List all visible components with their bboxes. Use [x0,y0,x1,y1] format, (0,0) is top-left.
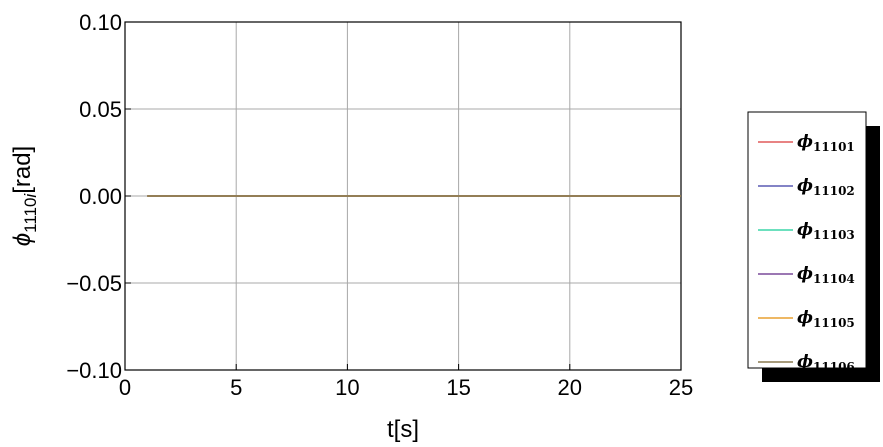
x-tick-label: 20 [558,375,582,400]
y-axis-title: ϕ1110i[rad] [9,146,40,246]
y-tick-label: −0.10 [66,358,122,383]
y-tick-label: 0.10 [79,10,122,35]
x-axis-title: t[s] [387,416,419,443]
legend-box [747,111,867,369]
x-tick-label: 15 [446,375,470,400]
y-tick-label: 0.00 [79,184,122,209]
legend-label-11102: ϕ11102 [797,176,855,198]
x-axis-ticks: 0 5 10 15 20 25 [119,364,693,400]
y-axis-title-unit: [rad] [9,146,36,194]
y-axis-title-subscript-i: i [21,193,40,198]
legend-label-11104: ϕ11104 [797,264,855,286]
y-axis-title-subscript: 1110 [21,198,40,233]
legend-label-11101: ϕ11101 [797,132,855,154]
x-tick-label: 0 [119,375,131,400]
x-tick-label: 10 [335,375,359,400]
legend: ϕ11101 ϕ11102 ϕ11103 ϕ11104 ϕ11105 ϕ11106 [747,111,880,382]
legend-label-11106: ϕ11106 [797,352,855,374]
x-tick-label: 25 [669,375,693,400]
x-tick-label: 5 [230,375,242,400]
y-axis-title-symbol: ϕ [9,233,36,246]
y-tick-label: 0.05 [79,97,122,122]
y-tick-label: −0.05 [66,271,122,296]
y-axis-ticks: −0.10 −0.05 0.00 0.05 0.10 [66,10,131,383]
legend-items: ϕ11101 ϕ11102 ϕ11103 ϕ11104 ϕ11105 ϕ11106 [758,132,855,374]
legend-label-11105: ϕ11105 [797,308,855,330]
legend-label-11103: ϕ11103 [797,220,855,242]
